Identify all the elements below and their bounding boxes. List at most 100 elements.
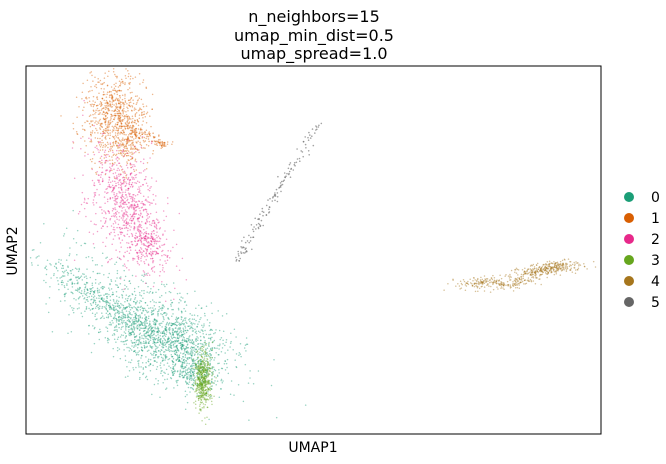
scatter-point-cluster-0-839: [115, 284, 117, 286]
scatter-point-cluster-1-2335: [126, 154, 128, 157]
scatter-point-cluster-3-4137: [211, 341, 214, 344]
scatter-point-cluster-1-2298: [105, 130, 107, 132]
scatter-point-cluster-3-4370: [198, 382, 201, 385]
scatter-point-cluster-2-3680: [121, 239, 124, 241]
scatter-point-cluster-3-4208: [199, 347, 202, 350]
scatter-point-cluster-2-4043: [151, 257, 154, 260]
scatter-point-cluster-3-4282: [195, 378, 197, 381]
scatter-point-cluster-4-4900: [503, 284, 505, 287]
scatter-point-cluster-0-389: [159, 335, 161, 337]
scatter-point-cluster-1-2445: [110, 96, 113, 99]
scatter-point-cluster-1-2340: [118, 89, 121, 92]
scatter-point-cluster-1-2806: [124, 123, 127, 125]
scatter-point-cluster-0-1813: [194, 383, 197, 386]
scatter-point-cluster-4-4654: [551, 266, 554, 268]
scatter-point-cluster-1-2499: [105, 115, 107, 117]
scatter-point-cluster-4-4728: [552, 266, 555, 268]
scatter-point-cluster-0-399: [164, 343, 167, 346]
scatter-point-cluster-0-1218: [164, 325, 167, 328]
scatter-point-cluster-4-4549: [569, 264, 571, 266]
scatter-point-cluster-3-4520: [204, 392, 206, 394]
scatter-point-cluster-0-1769: [201, 369, 204, 371]
scatter-point-cluster-0-853: [128, 303, 131, 306]
scatter-point-cluster-2-3171: [148, 189, 151, 192]
scatter-point-cluster-2-3820: [100, 155, 103, 158]
scatter-point-cluster-0-1363: [178, 356, 181, 359]
scatter-point-cluster-3-4289: [201, 369, 204, 371]
scatter-point-cluster-0-311: [190, 352, 192, 354]
scatter-point-cluster-3-4313: [198, 367, 201, 370]
scatter-point-cluster-1-2962: [129, 155, 132, 158]
scatter-point-cluster-0-1473: [117, 311, 119, 313]
scatter-point-cluster-0-1376: [152, 329, 155, 332]
scatter-point-cluster-2-3603: [162, 266, 164, 269]
scatter-point-cluster-0-1021: [180, 331, 183, 334]
scatter-point-cluster-1-2366: [108, 100, 111, 102]
scatter-point-cluster-4-4681: [549, 269, 551, 272]
scatter-point-cluster-4-4778: [546, 260, 549, 263]
scatter-point-cluster-3-4464: [200, 353, 203, 355]
scatter-point-cluster-0-700: [48, 296, 51, 299]
scatter-point-cluster-2-3918: [153, 242, 156, 245]
scatter-point-cluster-3-4256: [201, 383, 204, 386]
scatter-point-cluster-2-3850: [147, 244, 150, 247]
scatter-point-cluster-0-545: [88, 325, 90, 327]
scatter-point-cluster-2-4007: [148, 252, 150, 255]
scatter-point-cluster-2-3265: [131, 215, 133, 217]
scatter-point-cluster-1-2679: [107, 146, 109, 149]
scatter-point-cluster-1-2763: [138, 117, 141, 119]
scatter-point-cluster-1-2346: [110, 121, 112, 123]
scatter-point-cluster-4-4770: [530, 270, 532, 272]
scatter-point-cluster-0-87: [158, 308, 160, 311]
scatter-point-cluster-2-3670: [155, 211, 158, 213]
scatter-point-cluster-2-3944: [158, 245, 161, 247]
scatter-point-cluster-1-2314: [116, 99, 119, 102]
scatter-point-cluster-0-1471: [67, 265, 69, 267]
scatter-point-cluster-3-4063: [204, 377, 207, 380]
scatter-point-cluster-0-858: [133, 310, 135, 313]
scatter-point-cluster-1-2880: [128, 139, 130, 142]
scatter-point-cluster-2-3399: [112, 186, 114, 189]
scatter-point-cluster-0-333: [65, 292, 67, 295]
scatter-point-cluster-2-3446: [127, 207, 130, 209]
scatter-point-cluster-1-2455: [95, 109, 97, 111]
scatter-point-cluster-0-477: [137, 318, 140, 321]
scatter-point-cluster-1-2511: [124, 153, 126, 156]
scatter-point-cluster-2-3824: [130, 204, 133, 206]
scatter-point-cluster-3-4186: [199, 366, 201, 369]
scatter-point-cluster-1-2433: [103, 113, 105, 116]
scatter-point-cluster-3-4434: [200, 362, 203, 365]
scatter-point-cluster-1-2264: [120, 125, 123, 128]
scatter-point-cluster-0-1498: [82, 273, 84, 275]
scatter-point-cluster-0-990: [230, 380, 233, 382]
scatter-point-cluster-4-4855: [531, 268, 534, 270]
scatter-point-cluster-0-10: [105, 316, 108, 319]
scatter-point-cluster-3-4261: [201, 387, 204, 389]
scatter-point-cluster-0-828: [181, 361, 184, 363]
scatter-point-cluster-0-1861: [203, 377, 206, 380]
scatter-point-cluster-0-1270: [175, 350, 177, 352]
scatter-point-cluster-0-1248: [129, 361, 132, 364]
scatter-point-cluster-2-3596: [132, 185, 134, 187]
scatter-point-cluster-0-880: [118, 305, 120, 307]
scatter-point-cluster-2-3216: [161, 280, 163, 283]
scatter-point-cluster-0-343: [136, 343, 139, 346]
scatter-point-cluster-0-490: [209, 362, 211, 365]
scatter-point-cluster-0-1125: [153, 330, 156, 332]
scatter-point-cluster-0-49: [109, 321, 111, 324]
scatter-point-cluster-0-1967: [209, 357, 212, 359]
scatter-point-cluster-1-2690: [106, 84, 109, 86]
scatter-point-cluster-1-2414: [113, 110, 116, 112]
scatter-point-cluster-0-13: [97, 294, 100, 297]
scatter-point-cluster-4-4920: [539, 275, 541, 277]
scatter-point-cluster-0-1285: [158, 339, 161, 341]
scatter-point-cluster-2-3672: [137, 188, 139, 190]
scatter-point-cluster-0-1503: [74, 267, 77, 269]
scatter-point-cluster-3-4122: [196, 382, 199, 385]
scatter-point-cluster-4-4802: [540, 273, 542, 276]
scatter-point-cluster-2-3222: [159, 238, 162, 240]
scatter-point-cluster-0-888: [140, 323, 142, 325]
scatter-point-cluster-2-3726: [151, 222, 153, 224]
scatter-point-cluster-1-2823: [142, 120, 144, 122]
scatter-point-cluster-3-4194: [198, 412, 200, 414]
